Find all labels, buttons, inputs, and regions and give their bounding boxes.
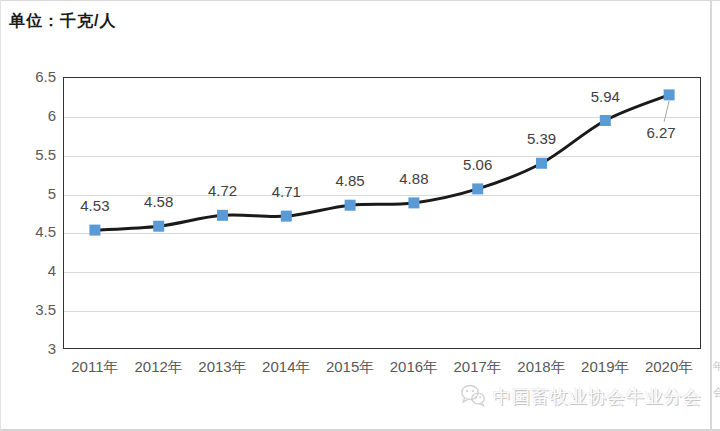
data-point-marker [281, 211, 292, 222]
data-point-marker [345, 200, 356, 211]
y-tick-label: 6.5 [14, 68, 56, 86]
data-label-leader-line [664, 101, 669, 122]
data-point-marker [153, 221, 164, 232]
x-tick-label: 2016年 [379, 358, 449, 377]
page-edge-text-fragments: 年会 [713, 353, 720, 413]
watermark: 中国畜牧业协会牛业分会 [460, 383, 702, 411]
x-tick-label: 2014年 [251, 358, 321, 377]
x-tick-label: 2012年 [124, 358, 194, 377]
edge-fragment: 会 [713, 379, 720, 405]
watermark-text: 中国畜牧业协会牛业分会 [493, 385, 702, 409]
x-tick-label: 2011年 [60, 358, 130, 377]
chart-page: 单位：千克/人 6.565.554.543.532011年2012年2013年2… [0, 0, 720, 431]
line-series [63, 77, 701, 349]
wechat-icon [460, 383, 486, 411]
x-tick-label: 2015年 [315, 358, 385, 377]
y-tick-label: 5.5 [14, 146, 56, 164]
chart-unit-label: 单位：千克/人 [9, 11, 116, 32]
data-point-marker [89, 225, 100, 236]
y-tick-label: 4 [14, 262, 56, 280]
y-tick-label: 5 [14, 185, 56, 203]
data-point-marker [536, 158, 547, 169]
data-point-marker [472, 183, 483, 194]
y-tick-label: 3.5 [14, 301, 56, 319]
x-tick-label: 2020年 [634, 358, 704, 377]
y-tick-label: 6 [14, 107, 56, 125]
data-point-marker [217, 210, 228, 221]
page-edge-divider [710, 1, 712, 431]
edge-fragment: 年 [713, 353, 720, 379]
y-tick-label: 4.5 [14, 223, 56, 241]
data-point-marker [600, 115, 611, 126]
x-tick-label: 2017年 [443, 358, 513, 377]
x-tick-label: 2013年 [188, 358, 258, 377]
data-point-marker [664, 89, 675, 100]
data-point-marker [408, 197, 419, 208]
y-tick-label: 3 [14, 340, 56, 358]
x-tick-label: 2018年 [507, 358, 577, 377]
x-tick-label: 2019年 [570, 358, 640, 377]
